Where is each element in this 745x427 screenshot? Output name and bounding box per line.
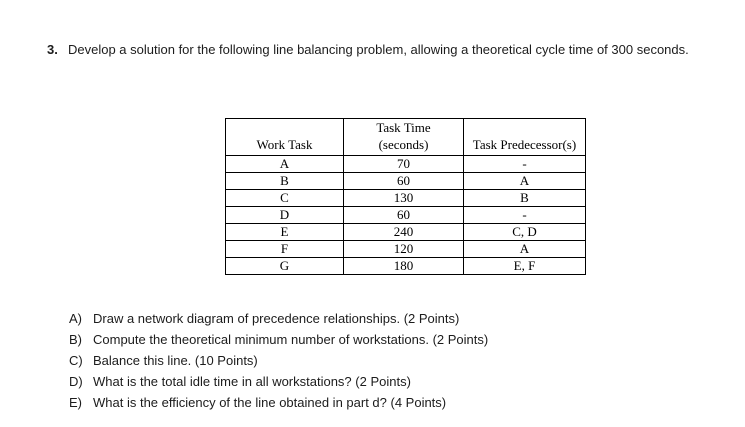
question-label: A)	[69, 311, 82, 326]
table-row: F 120 A	[225, 240, 586, 258]
table-row: B 60 A	[225, 172, 586, 190]
cell-predecessors: E, F	[463, 257, 586, 275]
cell-predecessors: A	[463, 240, 586, 258]
question-label: E)	[69, 395, 82, 410]
header-task-predecessors: Task Predecessor(s)	[463, 118, 586, 156]
cell-task: D	[225, 206, 344, 224]
header-task-predecessors-label: Task Predecessor(s)	[472, 137, 577, 152]
question-label: C)	[69, 353, 83, 368]
cell-predecessors: B	[463, 189, 586, 207]
question-text: What is the efficiency of the line obtai…	[93, 395, 447, 410]
cell-predecessors: A	[463, 172, 586, 190]
cell-task: B	[225, 172, 344, 190]
question-text: Compute the theoretical minimum number o…	[93, 332, 489, 347]
cell-predecessors: C, D	[463, 223, 586, 241]
problem-text: Develop a solution for the following lin…	[68, 42, 689, 57]
cell-task: F	[225, 240, 344, 258]
cell-time: 180	[343, 257, 464, 275]
header-work-task-label: Work Task	[256, 137, 313, 152]
problem-number: 3.	[47, 42, 58, 57]
cell-task: A	[225, 155, 344, 173]
table-row: C 130 B	[225, 189, 586, 207]
task-table: Work Task Task Time (seconds) Task Prede…	[225, 118, 586, 275]
table-row: D 60 -	[225, 206, 586, 224]
task-table-header: Work Task Task Time (seconds) Task Prede…	[225, 118, 586, 156]
header-row: Work Task Task Time (seconds) Task Prede…	[225, 118, 586, 156]
question-text: Balance this line. (10 Points)	[93, 353, 258, 368]
question-item-a: A) Draw a network diagram of precedence …	[69, 308, 488, 329]
question-item-b: B) Compute the theoretical minimum numbe…	[69, 329, 488, 350]
cell-predecessors: -	[463, 206, 586, 224]
cell-time: 240	[343, 223, 464, 241]
problem-statement: 3. Develop a solution for the following …	[47, 36, 707, 63]
cell-time: 120	[343, 240, 464, 258]
cell-time: 70	[343, 155, 464, 173]
table-row: E 240 C, D	[225, 223, 586, 241]
question-item-e: E) What is the efficiency of the line ob…	[69, 392, 488, 413]
question-label: D)	[69, 374, 83, 389]
cell-predecessors: -	[463, 155, 586, 173]
header-task-time-line1: Task Time	[376, 120, 431, 135]
table-row: G 180 E, F	[225, 257, 586, 275]
question-item-d: D) What is the total idle time in all wo…	[69, 371, 488, 392]
cell-time: 60	[343, 206, 464, 224]
question-text: Draw a network diagram of precedence rel…	[93, 311, 460, 326]
header-task-time: Task Time (seconds)	[343, 118, 464, 156]
header-work-task: Work Task	[225, 118, 344, 156]
header-task-time-line2: (seconds)	[378, 137, 429, 152]
cell-time: 60	[343, 172, 464, 190]
cell-task: C	[225, 189, 344, 207]
cell-task: E	[225, 223, 344, 241]
question-text: What is the total idle time in all works…	[93, 374, 411, 389]
task-table-body: A 70 - B 60 A C 130 B D 60 - E 240 C, D …	[225, 155, 586, 275]
table-row: A 70 -	[225, 155, 586, 173]
cell-task: G	[225, 257, 344, 275]
cell-time: 130	[343, 189, 464, 207]
question-label: B)	[69, 332, 82, 347]
question-item-c: C) Balance this line. (10 Points)	[69, 350, 488, 371]
question-list: A) Draw a network diagram of precedence …	[69, 308, 488, 413]
